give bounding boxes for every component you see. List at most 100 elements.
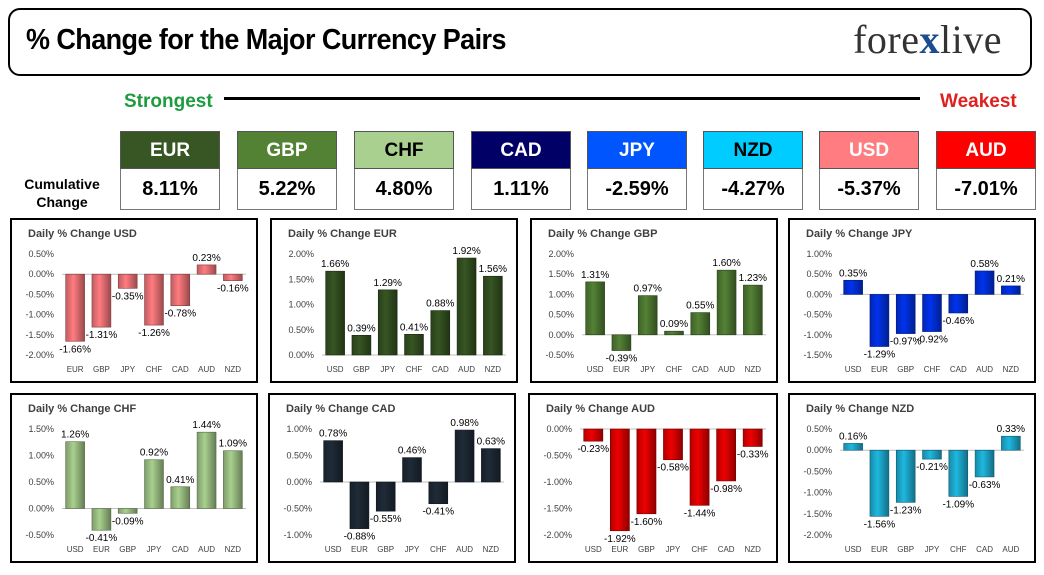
cumulative-label-line-1: Cumulative (24, 176, 100, 192)
currency-code: GBP (237, 131, 337, 169)
chart-nzd: Daily % Change NZD 0.50% 0.00% -0.50% -1.00%… (803, 403, 1025, 554)
data-label: 1.26% (61, 430, 89, 441)
data-label: 0.21% (997, 274, 1025, 285)
logo-x-mark: x (919, 17, 941, 62)
data-label: -0.35% (112, 291, 144, 302)
x-tick-label: USD (67, 545, 84, 554)
bar (1001, 435, 1021, 451)
chart-cad: Daily % Change CAD 1.00% 0.50% 0.00% -0.50% -… (283, 403, 505, 554)
y-tick-label: -0.50% (803, 310, 832, 320)
x-tick-label: CHF (691, 545, 708, 554)
y-tick-label: -1.50% (803, 350, 832, 360)
bar (843, 443, 863, 451)
currency-code: AUD (936, 131, 1036, 169)
chart-usd: Daily % Change USD 0.50% 0.00% -0.50% -1.00%… (25, 228, 248, 374)
y-tick-label: 1.50% (28, 424, 54, 434)
data-label: -1.31% (86, 330, 118, 341)
bar (65, 273, 85, 342)
x-tick-label: USD (325, 545, 342, 554)
y-tick-label: 1.50% (288, 274, 314, 284)
data-label: 0.63% (477, 437, 505, 448)
y-tick-label: -1.50% (25, 330, 54, 340)
data-label: -0.78% (164, 309, 196, 320)
currency-code: EUR (120, 131, 220, 169)
bar (323, 440, 343, 483)
bar (611, 334, 632, 351)
bar (974, 449, 995, 478)
x-tick-label: CHF (430, 545, 447, 554)
logo-text-left: fore (853, 17, 920, 62)
bar (664, 330, 684, 336)
x-tick-label: CAD (172, 365, 189, 374)
bar (948, 449, 969, 497)
weakest-label: Weakest (940, 91, 1017, 112)
bar (170, 273, 191, 307)
data-label: 1.09% (219, 439, 247, 450)
bar (196, 431, 217, 509)
y-tick-label: 0.50% (548, 310, 574, 320)
x-tick-label: GBP (119, 545, 136, 554)
bar (117, 273, 138, 289)
data-label: 0.92% (140, 448, 168, 459)
x-tick-label: GBP (353, 365, 370, 374)
chart-gbp: Daily % Change GBP 2.00% 1.50% 1.00% 0.50% 0.… (545, 228, 767, 374)
y-tick-label: 0.50% (806, 424, 832, 434)
currency-cumulative-value: -2.59% (587, 169, 687, 210)
x-tick-label: GBP (897, 545, 914, 554)
chart-chf: Daily % Change CHF 1.50% 1.00% 0.50% 0.00% -0… (25, 403, 247, 554)
chart-title: Daily % Change EUR (288, 228, 397, 240)
header-banner: % Change for the Major Currency Pairs fo… (8, 8, 1032, 76)
y-tick-label: 0.00% (806, 289, 832, 299)
x-tick-label: CAD (692, 365, 709, 374)
data-label: 0.41% (400, 322, 428, 333)
y-tick-label: -0.50% (283, 504, 312, 514)
chart-title: Daily % Change USD (28, 228, 137, 240)
bar (481, 448, 501, 483)
y-tick-label: -1.00% (803, 488, 832, 498)
y-tick-label: -0.50% (545, 350, 574, 360)
y-tick-label: 0.50% (28, 249, 54, 259)
data-label: -0.97% (890, 337, 922, 348)
x-tick-label: CHF (146, 365, 163, 374)
bar (974, 270, 995, 295)
bar (117, 508, 138, 514)
bar (922, 294, 942, 332)
chart-panel-nzd: Daily % Change NZD 0.50% 0.00% -0.50% -1.00%… (788, 393, 1036, 563)
bar (65, 441, 85, 509)
data-label: 1.60% (712, 258, 740, 269)
data-label: -0.33% (737, 449, 769, 460)
bar (91, 273, 112, 328)
x-tick-label: AUD (976, 365, 993, 374)
bar (663, 428, 683, 461)
bar (585, 281, 605, 336)
y-tick-label: -2.00% (803, 530, 832, 540)
x-tick-label: EUR (351, 545, 368, 554)
data-label: 0.23% (192, 253, 220, 264)
data-label: 1.31% (581, 270, 609, 281)
bar (325, 270, 345, 356)
bar (869, 294, 890, 347)
currency-cumulative-value: 5.22% (237, 169, 337, 210)
bar (144, 459, 164, 509)
y-tick-label: 0.00% (548, 330, 574, 340)
x-tick-label: NZD (485, 365, 502, 374)
x-tick-label: EUR (871, 545, 888, 554)
y-tick-label: 0.00% (28, 504, 54, 514)
data-label: 0.78% (319, 429, 347, 440)
data-label: 0.58% (970, 259, 998, 270)
x-tick-label: JPY (925, 545, 940, 554)
bar (869, 449, 890, 517)
bar (1001, 285, 1021, 295)
data-label: 1.23% (739, 273, 767, 284)
x-tick-label: AUD (198, 365, 215, 374)
data-label: 1.56% (479, 264, 507, 275)
data-label: 0.09% (660, 319, 688, 330)
chart-title: Daily % Change CAD (286, 403, 395, 415)
chart-jpy: Daily % Change JPY 1.00% 0.50% 0.00% -0.50% -… (803, 228, 1025, 374)
x-tick-label: JPY (120, 365, 135, 374)
x-tick-label: USD (327, 365, 344, 374)
forexlive-logo: forexlive (853, 16, 1002, 63)
data-label: -1.09% (942, 499, 974, 510)
y-tick-label: -1.00% (25, 310, 54, 320)
data-label: -1.44% (684, 508, 716, 519)
